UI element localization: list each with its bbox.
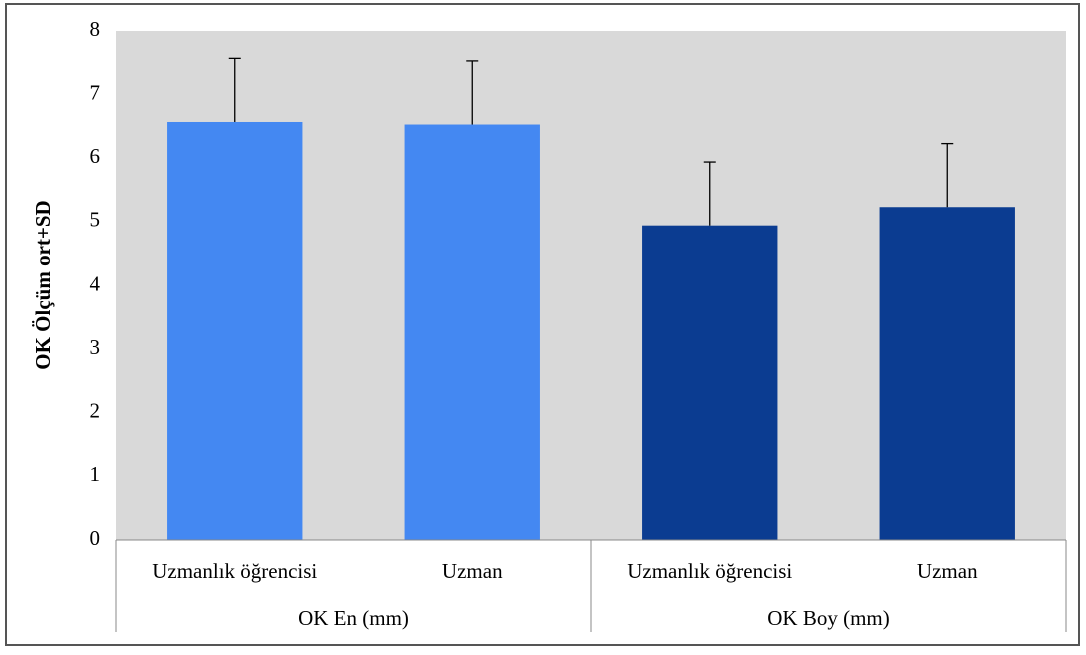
x-tick-label: Uzman (442, 559, 503, 583)
y-tick-label: 6 (90, 144, 101, 168)
y-tick-label: 7 (90, 80, 101, 104)
y-tick-label: 3 (90, 335, 101, 359)
bar (404, 124, 540, 540)
group-label: OK En (mm) (298, 606, 409, 630)
bar (879, 207, 1015, 540)
x-tick-label: Uzmanlık öğrencisi (627, 559, 792, 583)
x-tick-label: Uzman (917, 559, 978, 583)
y-tick-label: 0 (90, 526, 101, 550)
x-tick-label: Uzmanlık öğrencisi (152, 559, 317, 583)
y-axis-label: OK Ölçüm ort+SD (31, 200, 55, 369)
y-tick-label: 5 (90, 208, 101, 232)
y-tick-label: 1 (90, 462, 101, 486)
y-tick-label: 8 (90, 17, 101, 41)
group-label: OK Boy (mm) (767, 606, 890, 630)
y-tick-label: 2 (90, 399, 101, 423)
y-tick-label: 4 (90, 271, 101, 295)
bar (642, 225, 778, 540)
bar (167, 121, 303, 540)
